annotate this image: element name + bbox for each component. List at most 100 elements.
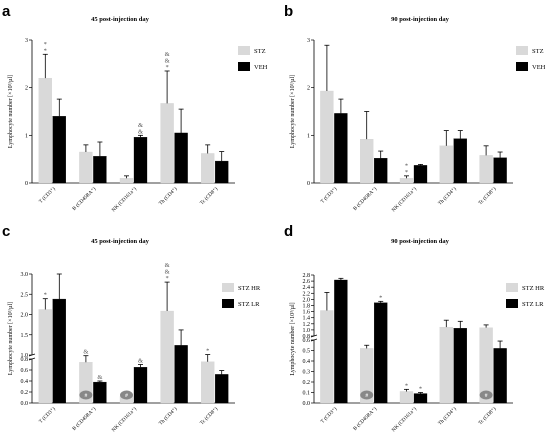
significance-mark: * (206, 348, 209, 355)
legend-swatch (516, 46, 528, 55)
x-tick-label: NK (CD161a⁺) (390, 405, 418, 433)
bar (439, 326, 453, 404)
legend-swatch (516, 62, 528, 71)
bar (79, 151, 93, 184)
significance-mark: & (165, 262, 170, 269)
significance-mark: * (405, 382, 408, 389)
bar (174, 132, 188, 184)
bar (399, 178, 414, 184)
significance-mark: & (83, 349, 88, 356)
axis-break-mark (28, 357, 36, 361)
legend-label: STZ (254, 48, 266, 55)
x-tick-label: B (CD45RA⁺) (71, 405, 98, 432)
panel-label: a (2, 3, 11, 20)
significance-mark: * (44, 292, 47, 299)
significance-mark: & (165, 51, 170, 58)
legend-swatch (506, 299, 518, 308)
significance-mark: * (44, 41, 47, 48)
significance-mark: * (419, 386, 422, 393)
panel-b: b 90 post-injection day 0 1 2 3 Lymphocyte num… (284, 3, 546, 213)
legend-swatch (222, 299, 234, 308)
x-tick-label: NK (CD161a⁺) (390, 185, 418, 213)
panel-d: d 90 post-injection day 0.81.01.21.41.61.8… (284, 223, 545, 433)
x-tick-label: Th (CD4⁺) (157, 405, 178, 426)
bar (334, 279, 348, 404)
legend-label: STZ HR (522, 285, 545, 292)
legend-swatch (506, 283, 518, 292)
y-tick-label: 0 (25, 181, 28, 187)
significance-mark: * (405, 162, 408, 169)
x-tick-label: T (CD3⁺) (319, 405, 339, 425)
axis-break-mark (310, 338, 318, 342)
y-tick-label: 0.1 (303, 391, 311, 397)
bar (201, 361, 215, 404)
y-tick-label: 0 (307, 181, 310, 187)
y-tick-label: 0.8 (21, 357, 29, 363)
y-tick-label: 1.0 (21, 353, 29, 359)
hash-badge-text: # (485, 393, 488, 399)
bar (201, 153, 215, 184)
y-tick-label: 2.4 (303, 285, 311, 291)
x-tick-label: Th (CD4⁺) (436, 405, 457, 426)
y-tick-label: 3 (25, 38, 28, 44)
y-tick-label: 1.8 (303, 304, 311, 310)
y-tick-label: 0.4 (21, 379, 29, 385)
significance-mark: & (165, 57, 170, 64)
x-tick-label: Tc (CD8⁺) (477, 185, 498, 206)
significance-mark: * (44, 47, 47, 54)
x-tick-label: T (CD3⁺) (37, 405, 57, 425)
hash-badge-text: # (365, 393, 368, 399)
y-tick-label: 0.6 (303, 338, 311, 344)
significance-mark: * (165, 64, 168, 71)
legend-label: VEH (532, 64, 546, 71)
bar (133, 367, 148, 404)
x-tick-label: Tc (CD8⁺) (198, 185, 219, 206)
y-tick-label: 0.3 (303, 370, 311, 376)
bar (334, 113, 348, 184)
bar (160, 310, 174, 404)
y-tick-label: 2.2 (303, 291, 311, 297)
y-tick-label: 1 (307, 133, 310, 139)
bar (399, 391, 414, 404)
hash-badge (120, 390, 133, 400)
hash-badge (479, 390, 493, 400)
bar (215, 160, 229, 184)
legend-swatch (222, 283, 234, 292)
bar (374, 158, 388, 184)
hash-badge (360, 390, 374, 400)
x-tick-label: T (CD3⁺) (37, 185, 57, 205)
y-tick-label: 1.5 (21, 333, 29, 339)
y-axis-label: Lymphocyte number [×10³/µl] (8, 302, 14, 375)
y-tick-label: 2 (307, 86, 310, 92)
legend-label: STZ LR (522, 301, 544, 308)
y-tick-label: 2.5 (21, 292, 29, 298)
x-tick-label: NK (CD161a⁺) (110, 185, 138, 213)
x-tick-label: T (CD3⁺) (319, 185, 339, 205)
y-tick-label: 2.0 (21, 313, 29, 319)
bar (413, 393, 428, 404)
y-axis-label: Lymphocyte number [×10³/µl] (8, 75, 14, 148)
x-tick-label: B (CD45RA⁺) (71, 185, 98, 212)
bar (320, 90, 334, 184)
y-tick-label: 1.2 (303, 322, 311, 328)
significance-mark: * (165, 275, 168, 282)
chart-title: 90 post-injection day (391, 238, 450, 245)
axis-break-mark (310, 334, 318, 338)
axis-break-mark (28, 353, 36, 357)
bar (215, 374, 229, 404)
bar (133, 137, 148, 184)
y-tick-label: 0.2 (21, 390, 29, 396)
bar (453, 138, 467, 184)
y-tick-label: 0.6 (21, 368, 29, 374)
y-tick-label: 1.0 (303, 328, 311, 334)
x-tick-label: B (CD45RA⁺) (352, 405, 379, 432)
y-tick-label: 2.6 (303, 279, 311, 285)
significance-mark: & (165, 269, 170, 276)
y-tick-label: 0.2 (303, 380, 311, 386)
hash-badge-text: # (85, 393, 88, 399)
y-axis-label: Lymphocyte number [×10³/µl] (290, 75, 296, 148)
bar (413, 165, 428, 184)
bar (174, 345, 188, 404)
y-tick-label: 0.0 (21, 401, 29, 407)
x-tick-label: NK (CD161a⁺) (110, 405, 138, 433)
